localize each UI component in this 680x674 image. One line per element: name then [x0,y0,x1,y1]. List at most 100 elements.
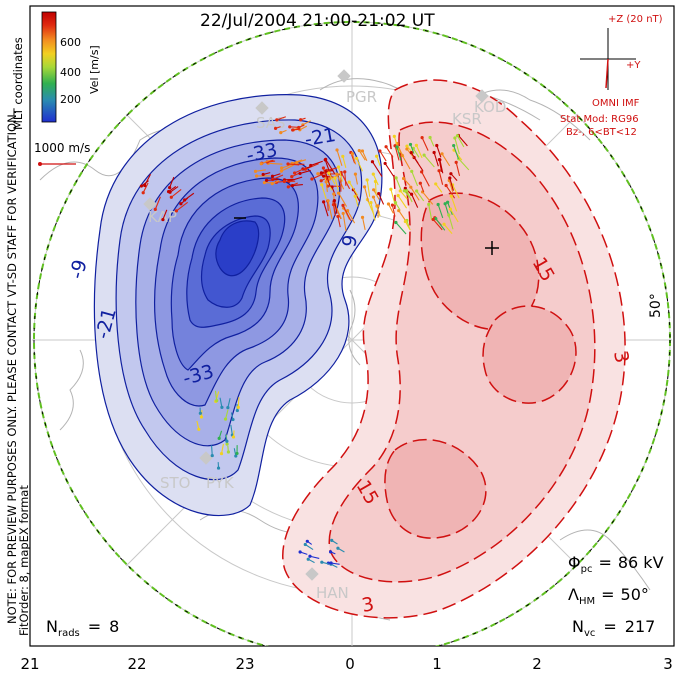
velocity-vector [391,204,396,217]
velocity-vector-origin [321,166,326,170]
velocity-vector-origin [320,183,324,187]
velocity-vector-origin [290,183,295,188]
velocity-vector-origin [320,560,324,564]
velocity-vector-origin [210,453,214,458]
velocity-vector-origin [225,442,229,446]
velocity-vector-origin [353,172,358,176]
velocity-vector-origin [435,143,439,148]
reference-vector-label: 1000 m/s [34,141,90,155]
velocity-vector [356,158,363,172]
velocity-vector-origin [197,427,201,431]
velocity-vector [409,144,415,154]
velocity-vector [299,169,311,174]
velocity-vector [396,146,402,161]
imf-source: OMNI IMF [592,98,640,109]
velocity-vector [219,397,223,408]
velocity-vector-origin [393,201,398,205]
velocity-vector-origin [449,172,453,176]
velocity-vector-origin [308,554,312,558]
station-marker [199,451,213,465]
imf-dial: +Z (20 nT) +Y OMNI IMF Stat Mod: RG96 Bz… [560,14,663,138]
velocity-vector [334,177,339,191]
velocity-vector-origin [235,408,239,413]
velocity-vector-origin [220,405,224,409]
velocity-vector [438,159,443,172]
velocity-vector [361,150,368,161]
velocity-vector [288,176,303,182]
velocity-vector-origin [264,178,269,182]
velocity-vector-origin [253,169,258,173]
velocity-vector-origin [402,189,406,193]
velocity-vector-origin [335,148,339,152]
map-title: 22/Jul/2004 21:00-21:02 UT [200,11,435,31]
velocity-vector [412,148,420,158]
velocity-vector-origin [286,185,290,189]
velocity-vector [230,424,233,436]
velocity-vector-origin [273,126,278,130]
velocity-vector-origin [299,118,303,122]
velocity-vector-origin [297,125,301,130]
velocity-vector [328,172,336,185]
velocity-vector-origin [333,176,337,180]
velocity-vector [376,156,381,167]
velocity-vector [410,152,419,164]
velocity-colorbar-fill [41,11,57,123]
velocity-vector [324,171,331,187]
velocity-vector [384,163,395,177]
velocity-vector-origin [316,172,320,176]
velocity-vector [449,177,454,191]
velocity-vector [394,145,400,161]
velocity-vector [455,162,461,177]
contour-label: 9 [338,233,362,249]
velocity-vector [322,167,328,183]
positive-potential-cell [282,79,626,619]
velocity-vector [435,218,446,231]
velocity-vector-origin [254,174,259,178]
velocity-vector-origin [219,452,224,456]
station-label: PYK [206,474,235,492]
velocity-tick: 600 [60,36,81,49]
velocity-vector-origin [409,185,413,189]
station-label: KOD [474,98,506,116]
velocity-vector-origin [291,128,295,132]
velocity-vector-origin [392,134,396,138]
velocity-vector [214,390,218,401]
velocity-vector [448,180,454,193]
velocity-vector-origin [405,144,409,148]
velocity-vector-origin [259,162,263,166]
velocity-vector [342,213,347,232]
velocity-vector-origin [396,194,400,198]
station-label: SAS [256,114,286,132]
velocity-vector-origin [319,179,323,183]
velocity-vector [354,196,359,207]
velocity-vector [144,173,152,186]
velocity-vector-origin [384,145,388,149]
mlt-tick: 21 [20,655,39,673]
mlt-axis: 21 22 23 0 1 2 3 [20,655,672,673]
velocity-vector [371,161,383,177]
velocity-vector-origin [226,450,231,454]
velocity-vector [162,209,168,220]
velocity-vector-origin [442,222,446,226]
station-marker [255,101,269,115]
velocity-colorbar: 600 400 200 Vel [m/s] [41,11,101,123]
velocity-vector [272,174,284,180]
mlt-tick: 22 [127,655,146,673]
velocity-vector-origin [401,176,406,181]
velocity-vector-origin [390,203,395,207]
imf-y-label: +Y [626,60,641,71]
velocity-vector-origin [428,135,432,140]
velocity-vector [379,150,387,162]
velocity-vector-origin [168,186,172,190]
velocity-vector-origin [282,179,286,184]
velocity-vector [445,185,456,199]
velocity-vector [456,135,465,148]
velocity-vector-origin [434,217,438,221]
velocity-vector [342,205,352,221]
velocity-vector-origin [418,181,422,185]
potential-maximum-marker [485,241,499,255]
velocity-vector-origin [330,538,334,542]
velocity-vector-origin [199,415,204,419]
velocity-vector-origin [362,185,367,189]
velocity-vector [449,208,459,223]
